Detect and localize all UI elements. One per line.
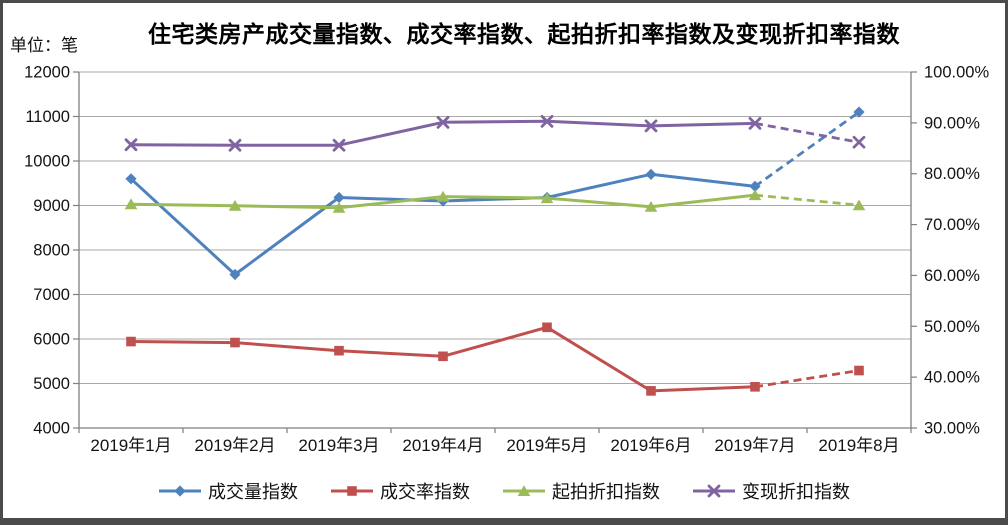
data-point-starting-discount-index	[644, 200, 658, 212]
legend-label-starting-discount-index: 起拍折扣指数	[552, 482, 660, 502]
x-axis-tick-label: 2019年7月	[714, 436, 795, 455]
series-line-realization-discount-index	[130, 119, 756, 147]
realization-discount-index-legend-marker	[693, 484, 735, 498]
data-point-rate-index	[750, 382, 760, 392]
right-axis-tick-label: 60.00%	[924, 267, 980, 285]
data-point-realization-discount-index	[644, 119, 658, 133]
data-point-starting-discount-index	[540, 192, 554, 204]
data-point-starting-discount-index	[436, 190, 450, 202]
data-point-realization-discount-index	[540, 114, 554, 128]
unit-label: 单位：笔	[10, 36, 78, 55]
y-axis-tick-label: 7000	[33, 286, 70, 304]
x-axis-tick-label: 2019年3月	[298, 436, 379, 455]
right-axis-tick-label: 70.00%	[924, 216, 980, 234]
rate-index-legend-marker	[331, 486, 373, 496]
data-point-rate-index	[854, 365, 864, 376]
right-axis-tick-label: 40.00%	[924, 369, 980, 387]
y-axis-tick-label: 8000	[33, 242, 70, 260]
data-point-rate-index	[646, 386, 656, 396]
right-axis-tick-label: 90.00%	[924, 114, 980, 132]
legend-item-volume-index: 成交量指数	[158, 478, 298, 504]
data-point-realization-discount-index	[852, 135, 866, 149]
legend-item-realization-discount-index: 变现折扣指数	[692, 478, 850, 504]
x-axis-tick-label: 2019年5月	[506, 436, 587, 455]
data-point-volume-index	[125, 173, 137, 185]
data-point-rate-index	[334, 345, 344, 356]
data-point-realization-discount-index	[228, 138, 242, 152]
data-point-volume-index	[333, 191, 345, 204]
data-point-rate-index	[230, 337, 240, 348]
x-axis-tick-label: 2019年6月	[610, 436, 691, 455]
data-point-volume-index	[645, 168, 657, 180]
data-point-rate-index	[126, 336, 136, 347]
data-point-rate-index	[542, 322, 552, 333]
legend-label-rate-index: 成交率指数	[380, 482, 470, 502]
diamond-icon	[174, 485, 186, 497]
data-point-starting-discount-index	[228, 199, 242, 211]
data-point-starting-discount-index	[332, 201, 346, 213]
x-axis-tick-label: 2019年8月	[818, 436, 899, 455]
starting-discount-index-legend-marker	[503, 485, 545, 496]
legend-item-rate-index: 成交率指数	[330, 478, 470, 504]
series-line-dashed-realization-discount-index	[754, 122, 860, 144]
series-line-dashed-rate-index	[754, 369, 860, 389]
series-line-dashed-starting-discount-index	[754, 193, 860, 207]
y-axis-tick-label: 10000	[24, 153, 70, 171]
data-point-realization-discount-index	[748, 116, 762, 130]
y-axis-tick-label: 9000	[33, 197, 70, 215]
square-icon	[347, 486, 357, 496]
x-axis-tick-label: 2019年4月	[402, 436, 483, 455]
y-axis-tick-label: 12000	[24, 64, 70, 82]
y-axis-tick-label: 11000	[25, 108, 70, 126]
data-point-volume-index	[853, 106, 865, 118]
y-axis-tick-label: 6000	[33, 331, 70, 349]
data-point-volume-index	[749, 180, 761, 192]
chart-title: 住宅类房产成交量指数、成交率指数、起拍折扣率指数及变现折扣率指数	[148, 21, 900, 47]
series-line-volume-index	[129, 172, 756, 276]
data-point-realization-discount-index	[332, 138, 346, 152]
right-axis-tick-label: 50.00%	[924, 318, 980, 336]
data-point-starting-discount-index	[124, 198, 138, 210]
y-axis-tick-label: 5000	[33, 375, 70, 393]
legend-label-volume-index: 成交量指数	[208, 482, 298, 502]
x-marker-icon	[707, 484, 721, 498]
volume-index-legend-marker	[159, 485, 201, 497]
series-line-dashed-volume-index	[754, 110, 860, 188]
data-point-volume-index	[229, 268, 241, 281]
right-axis-tick-label: 30.00%	[924, 420, 980, 438]
data-point-realization-discount-index	[436, 115, 450, 129]
legend: 成交量指数 成交率指数 起拍折扣指数 变现折扣指数	[0, 478, 1008, 504]
data-point-starting-discount-index	[852, 199, 866, 211]
data-point-realization-discount-index	[124, 138, 138, 152]
y-axis-tick-label: 4000	[33, 420, 70, 438]
x-axis-tick-label: 2019年1月	[90, 436, 171, 455]
right-axis-tick-label: 80.00%	[924, 165, 980, 183]
legend-label-realization-discount-index: 变现折扣指数	[742, 482, 850, 502]
legend-item-starting-discount-index: 起拍折扣指数	[502, 478, 660, 504]
right-axis-tick-label: 100.00%	[924, 64, 989, 82]
x-axis-tick-label: 2019年2月	[194, 436, 275, 455]
data-point-starting-discount-index	[748, 189, 762, 201]
data-point-rate-index	[438, 351, 448, 362]
triangle-icon	[517, 485, 531, 496]
